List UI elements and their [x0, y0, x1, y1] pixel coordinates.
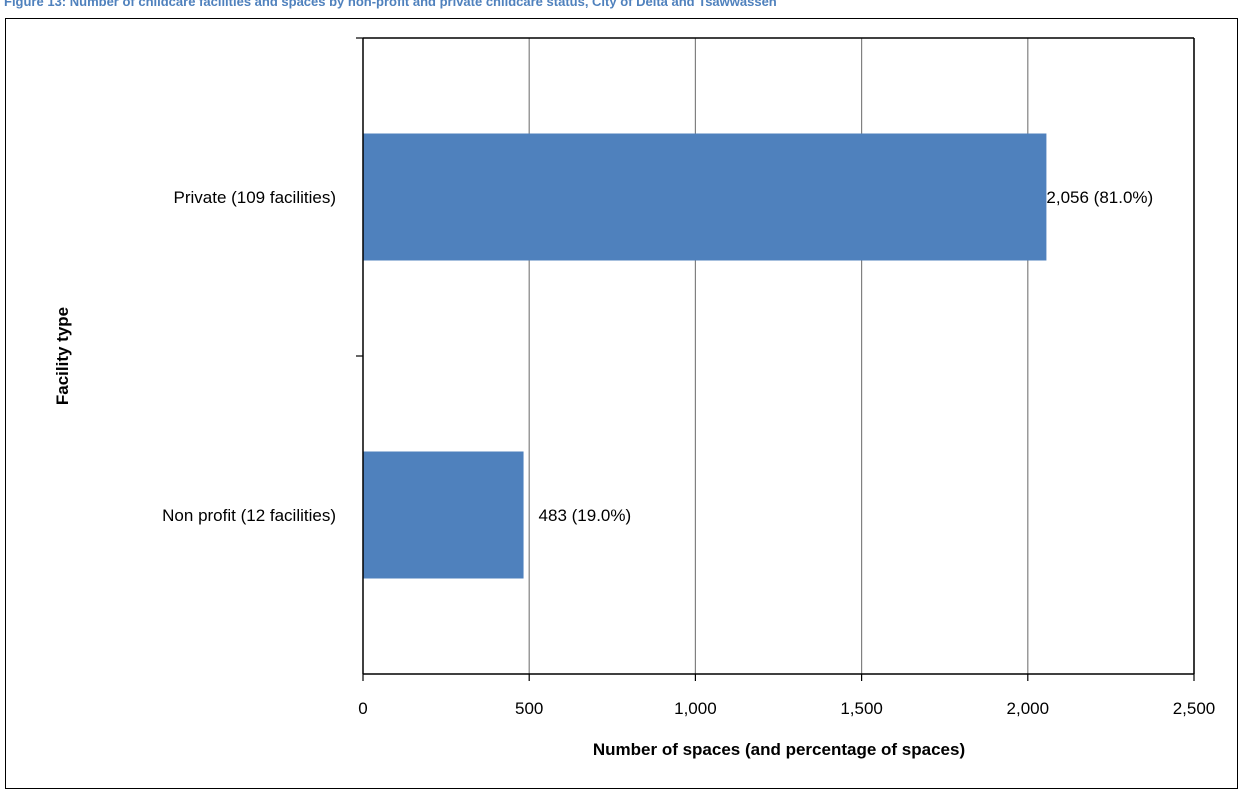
x-tick-label: 0	[358, 699, 367, 718]
axes	[356, 37, 1195, 681]
gridlines	[528, 38, 1195, 674]
x-axis-title: Number of spaces (and percentage of spac…	[593, 740, 965, 759]
x-tick-label: 500	[515, 699, 543, 718]
y-category-label: Non profit (12 facilities)	[162, 506, 336, 525]
bar-data-label: 2,056 (81.0%)	[1046, 188, 1153, 207]
bar	[363, 133, 1047, 261]
bar-data-label: 483 (19.0%)	[539, 506, 632, 525]
bar	[363, 451, 524, 579]
x-tick-label: 2,500	[1173, 699, 1216, 718]
labels: 0 500 1,000 1,500 2,000 2,500 Private (109 fac…	[162, 188, 1215, 718]
x-tick-label: 2,000	[1007, 699, 1050, 718]
x-tick-label: 1,500	[840, 699, 883, 718]
y-category-label: Private (109 facilities)	[173, 188, 336, 207]
chart-title: Figure 13: Number of childcare facilitie…	[4, 0, 777, 9]
bars	[363, 133, 1047, 579]
chart-frame	[5, 18, 1238, 789]
y-axis-title: Facility type	[53, 307, 72, 405]
x-tick-label: 1,000	[674, 699, 717, 718]
